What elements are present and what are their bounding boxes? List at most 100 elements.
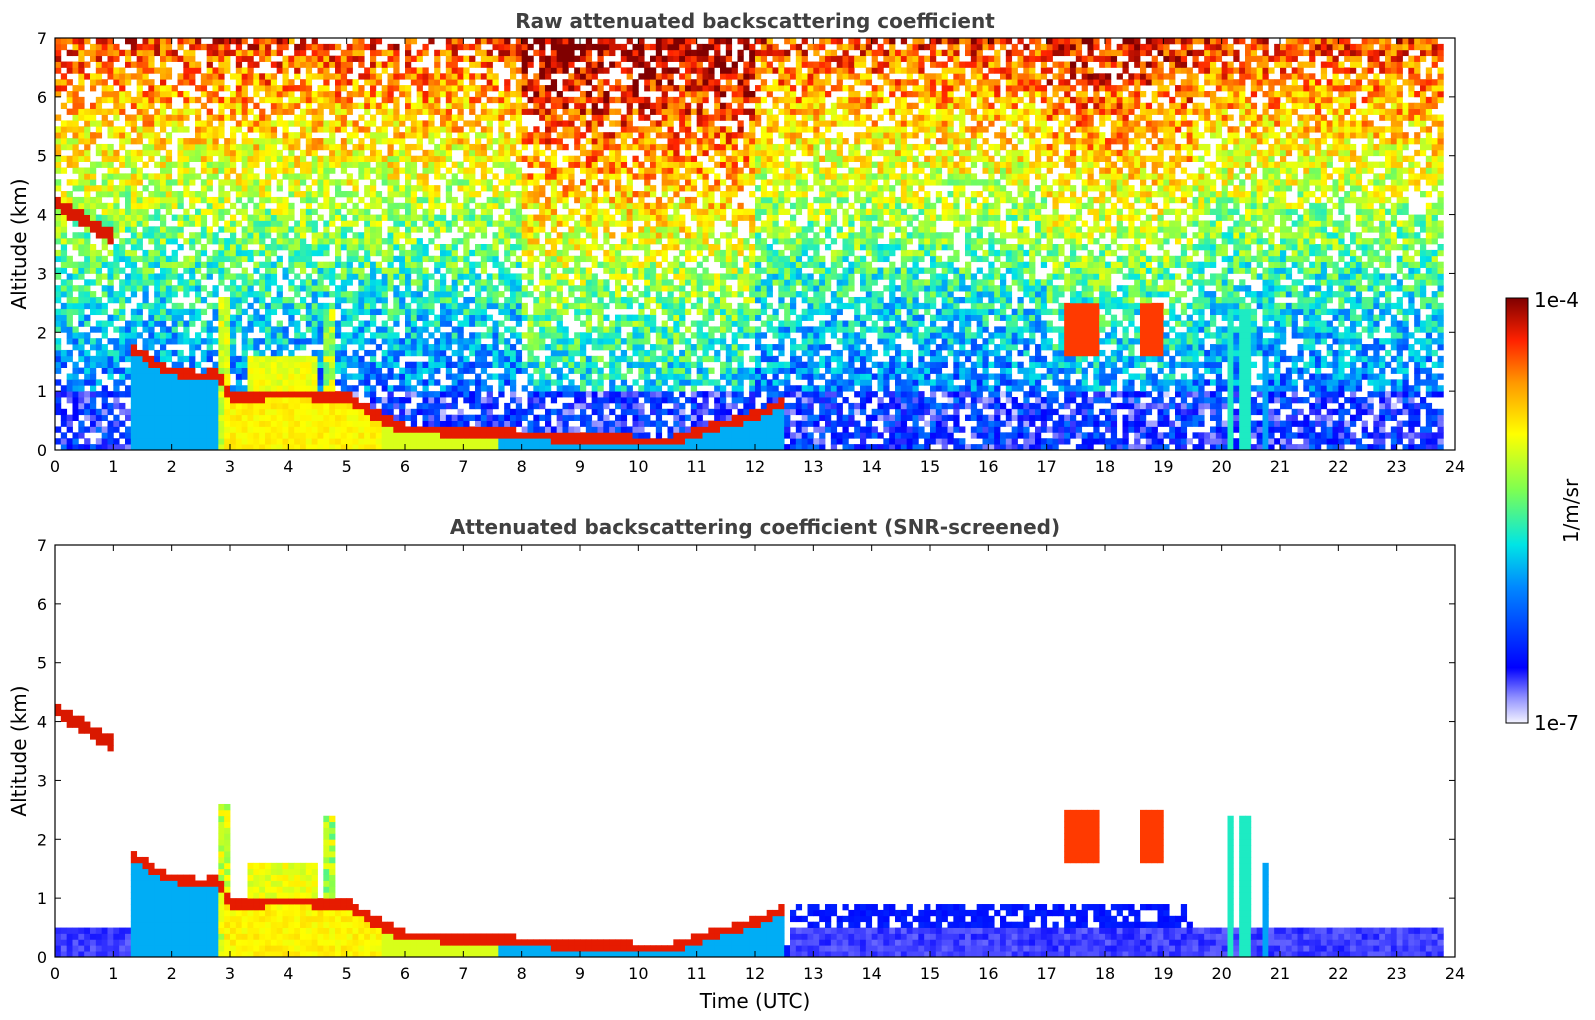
heatmap-cell	[545, 426, 551, 432]
heatmap-cell	[411, 409, 417, 415]
heatmap-cell	[545, 197, 551, 203]
heatmap-cell	[224, 385, 230, 391]
heatmap-cell	[294, 391, 300, 397]
heatmap-cell	[154, 362, 160, 368]
heatmap-cell	[102, 91, 108, 97]
heatmap-cell	[539, 403, 545, 409]
heatmap-cell	[218, 226, 224, 232]
heatmap-cell	[533, 215, 539, 221]
heatmap-cell	[125, 215, 131, 221]
heatmap-cell	[113, 109, 119, 115]
heatmap-cell	[516, 362, 522, 368]
heatmap-cell	[388, 350, 394, 356]
heatmap-cell	[148, 421, 154, 427]
heatmap-cell	[230, 415, 236, 421]
heatmap-cell	[195, 385, 201, 391]
heatmap-cell	[318, 50, 324, 56]
heatmap-cell	[306, 279, 312, 285]
heatmap-cell	[312, 321, 318, 327]
heatmap-cell	[224, 379, 230, 385]
heatmap-cell	[288, 438, 294, 444]
heatmap-cell	[248, 326, 254, 332]
heatmap-cell	[201, 397, 207, 403]
heatmap-cell	[405, 438, 411, 444]
heatmap-cell	[137, 62, 143, 68]
heatmap-cell	[452, 197, 458, 203]
heatmap-cell	[131, 415, 137, 421]
heatmap-cell	[446, 73, 452, 79]
heatmap-cell	[201, 91, 207, 97]
heatmap-cell	[166, 56, 172, 62]
heatmap-cell	[242, 167, 248, 173]
heatmap-cell	[423, 256, 429, 262]
heatmap-cell	[463, 297, 469, 303]
heatmap-cell	[294, 421, 300, 427]
heatmap-cell	[189, 315, 195, 321]
heatmap-cell	[493, 191, 499, 197]
heatmap-cell	[183, 103, 189, 109]
heatmap-cell	[288, 132, 294, 138]
heatmap-cell	[504, 197, 510, 203]
heatmap-cell	[294, 115, 300, 121]
heatmap-cell	[551, 62, 557, 68]
heatmap-cell	[113, 132, 119, 138]
heatmap-cell	[253, 185, 259, 191]
heatmap-cell	[102, 185, 108, 191]
heatmap-cell	[230, 256, 236, 262]
heatmap-cell	[207, 209, 213, 215]
heatmap-cell	[259, 285, 265, 291]
heatmap-cell	[312, 332, 318, 338]
heatmap-cell	[137, 409, 143, 415]
heatmap-cell	[329, 120, 335, 126]
heatmap-cell	[207, 379, 213, 385]
heatmap-cell	[586, 38, 592, 44]
heatmap-cell	[557, 379, 563, 385]
heatmap-cell	[428, 421, 434, 427]
heatmap-cell	[510, 91, 516, 97]
heatmap-cell	[498, 279, 504, 285]
heatmap-cell	[189, 368, 195, 374]
heatmap-cell	[388, 315, 394, 321]
heatmap-cell	[545, 391, 551, 397]
heatmap-cell	[323, 50, 329, 56]
heatmap-cell	[399, 115, 405, 121]
heatmap-cell	[446, 144, 452, 150]
heatmap-cell	[580, 162, 586, 168]
heatmap-cell	[388, 262, 394, 268]
heatmap-cell	[160, 67, 166, 73]
heatmap-cell	[417, 79, 423, 85]
heatmap-cell	[405, 397, 411, 403]
heatmap-cell	[568, 109, 574, 115]
heatmap-cell	[481, 156, 487, 162]
heatmap-cell	[341, 273, 347, 279]
heatmap-cell	[96, 203, 102, 209]
heatmap-cell	[55, 226, 61, 232]
heatmap-cell	[563, 215, 569, 221]
heatmap-cell	[522, 56, 528, 62]
heatmap-cell	[131, 162, 137, 168]
heatmap-cell	[563, 297, 569, 303]
heatmap-cell	[84, 209, 90, 215]
heatmap-cell	[265, 179, 271, 185]
heatmap-cell	[242, 238, 248, 244]
heatmap-cell	[277, 397, 283, 403]
heatmap-cell	[382, 126, 388, 132]
heatmap-cell	[207, 156, 213, 162]
heatmap-cell	[323, 426, 329, 432]
heatmap-cell	[143, 185, 149, 191]
heatmap-cell	[539, 415, 545, 421]
heatmap-cell	[119, 79, 125, 85]
heatmap-cell	[236, 326, 242, 332]
heatmap-cell	[201, 409, 207, 415]
heatmap-cell	[78, 109, 84, 115]
heatmap-cell	[131, 385, 137, 391]
heatmap-cell	[382, 156, 388, 162]
heatmap-cell	[154, 368, 160, 374]
heatmap-cell	[183, 209, 189, 215]
heatmap-cell	[312, 391, 318, 397]
heatmap-cell	[67, 209, 73, 215]
heatmap-cell	[364, 215, 370, 221]
heatmap-cell	[294, 262, 300, 268]
heatmap-cell	[417, 144, 423, 150]
heatmap-cell	[463, 173, 469, 179]
